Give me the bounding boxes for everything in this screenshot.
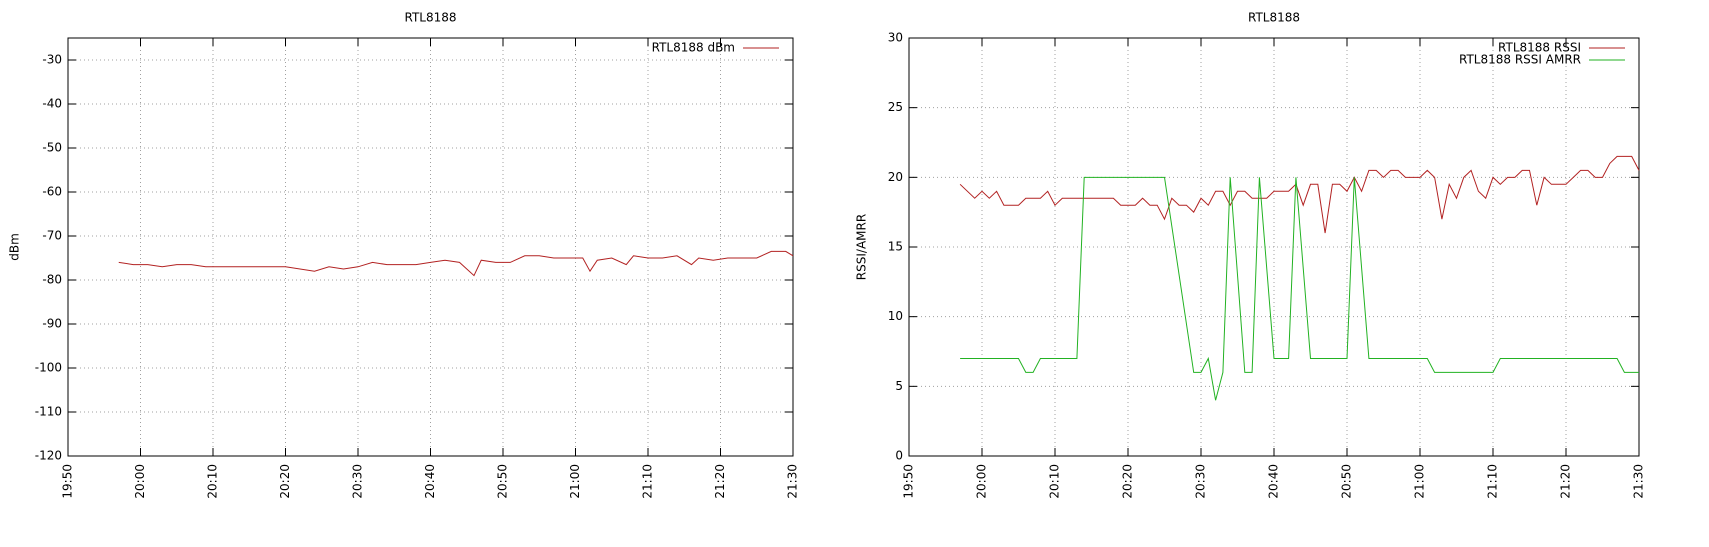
y-tick-label: -70 — [42, 229, 62, 243]
y-tick-label: -40 — [42, 97, 62, 111]
y-tick-label: -120 — [35, 449, 62, 463]
y-tick-label: -80 — [42, 273, 62, 287]
series-line — [960, 176, 1639, 401]
y-tick-label: -60 — [42, 185, 62, 199]
y-tick-label: 30 — [888, 31, 903, 45]
x-tick-label: 21:20 — [1559, 464, 1573, 499]
y-tick-label: 15 — [888, 240, 903, 254]
y-tick-label: -100 — [35, 361, 62, 375]
x-tick-label: 19:50 — [61, 464, 75, 499]
x-tick-label: 20:00 — [133, 464, 147, 499]
x-tick-label: 20:40 — [1267, 464, 1281, 499]
series-line — [959, 155, 1640, 234]
x-tick-label: 21:30 — [786, 464, 800, 499]
x-tick-label: 21:30 — [1632, 464, 1646, 499]
y-tick-label: 0 — [895, 449, 903, 463]
x-tick-label: 21:20 — [713, 464, 727, 499]
x-tick-label: 20:30 — [1194, 464, 1208, 499]
legend-label: RTL8188 RSSI AMRR — [1459, 53, 1581, 67]
y-tick-label: -110 — [35, 405, 62, 419]
x-tick-label: 20:00 — [975, 464, 989, 499]
x-tick-label: 21:00 — [1413, 464, 1427, 499]
y-tick-label: -90 — [42, 317, 62, 331]
y-axis-label: dBm — [8, 233, 22, 261]
x-tick-label: 19:50 — [902, 464, 916, 499]
x-tick-label: 21:10 — [641, 464, 655, 499]
x-tick-label: 20:50 — [496, 464, 510, 499]
y-tick-label: 5 — [895, 379, 903, 393]
y-tick-label: -30 — [42, 53, 62, 67]
legend-label: RTL8188 dBm — [652, 41, 735, 55]
y-tick-label: 10 — [888, 309, 903, 323]
x-tick-label: 20:20 — [1121, 464, 1135, 499]
legend-label: RTL8188 RSSI — [1498, 41, 1581, 55]
y-tick-label: 25 — [888, 100, 903, 114]
x-tick-label: 20:50 — [1340, 464, 1354, 499]
y-tick-label: -50 — [42, 141, 62, 155]
plot-border — [908, 37, 1640, 457]
plot-border — [67, 37, 794, 457]
x-tick-label: 20:10 — [206, 464, 220, 499]
x-tick-label: 21:00 — [568, 464, 582, 499]
chart-title: RTL8188 — [1248, 11, 1300, 25]
x-tick-label: 20:40 — [423, 464, 437, 499]
y-tick-label: 20 — [888, 170, 903, 184]
chart-title: RTL8188 — [404, 11, 456, 25]
x-tick-label: 20:20 — [278, 464, 292, 499]
y-axis-label: RSSI/AMRR — [855, 214, 869, 280]
x-tick-label: 20:10 — [1048, 464, 1062, 499]
series-line — [118, 250, 794, 277]
x-tick-label: 21:10 — [1486, 464, 1500, 499]
x-tick-label: 20:30 — [351, 464, 365, 499]
